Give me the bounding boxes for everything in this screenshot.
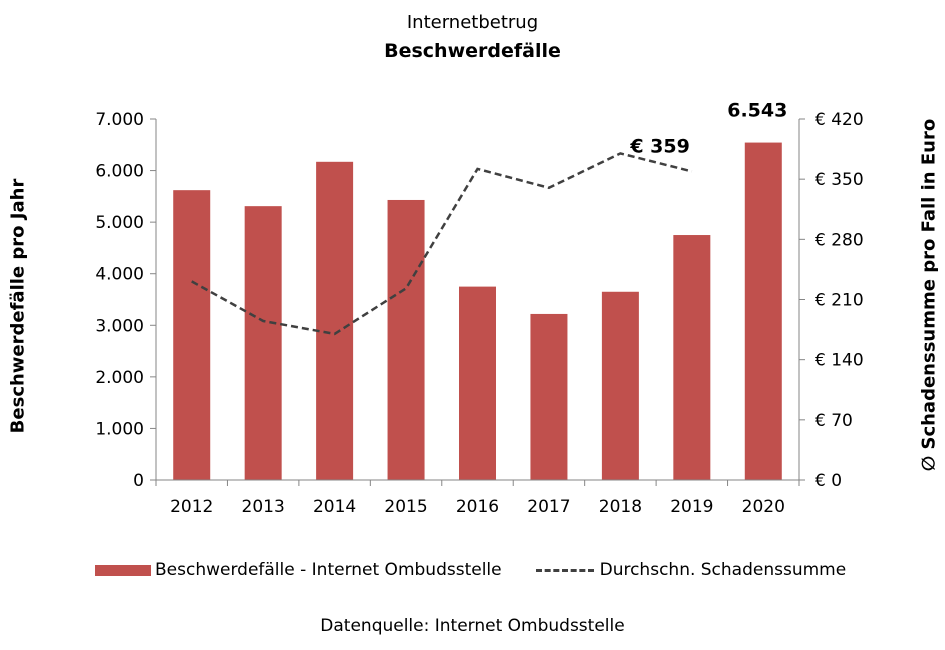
y-right-tick-label: € 70: [815, 411, 853, 431]
legend-swatch-line: [535, 568, 594, 572]
x-tick-label: 2013: [242, 497, 285, 517]
bar-2014: [316, 161, 354, 480]
y-right-tick-label: € 350: [815, 170, 864, 190]
y-left-tick-label: 0: [133, 471, 144, 491]
y-left-tick-label: 4.000: [95, 265, 144, 285]
y-left-tick-label: 2.000: [95, 368, 144, 388]
x-tick-label: 2018: [599, 497, 642, 517]
data-label: 6.543: [727, 100, 787, 122]
chart-title: Internetbetrug: [406, 12, 539, 33]
legend-label-line: Durchschn. Schadenssumme: [599, 560, 847, 580]
bar-2019: [673, 235, 711, 480]
bar-2013: [244, 206, 282, 481]
chart-subtitle: Beschwerdefälle: [384, 40, 561, 62]
x-tick-label: 2015: [384, 497, 427, 517]
x-tick-label: 2012: [170, 497, 213, 517]
y-right-tick-label: € 280: [815, 230, 864, 250]
y-left-tick-label: 1.000: [95, 419, 144, 439]
x-tick-label: 2020: [742, 497, 785, 517]
y-right-tick-label: € 0: [815, 471, 842, 491]
line-series-schadenssumme: [191, 152, 693, 336]
bar-2020: [744, 142, 782, 480]
bar-2012: [173, 190, 211, 480]
bar-2018: [601, 291, 639, 480]
data-source: Datenquelle: Internet Ombudsstelle: [320, 616, 625, 636]
y-right-tick-label: € 420: [815, 110, 864, 130]
y-right-tick-label: € 210: [815, 291, 864, 311]
x-tick-label: 2014: [313, 497, 356, 517]
legend: Beschwerdefälle - Internet Ombudsstelle …: [95, 560, 846, 580]
data-label: € 359: [629, 135, 690, 157]
y-left-tick-label: 5.000: [95, 213, 144, 233]
bar-2016: [459, 286, 496, 480]
bar-2015: [387, 199, 425, 480]
y-right-tick-label: € 140: [815, 351, 864, 371]
y-left-tick-label: 7.000: [95, 110, 144, 130]
x-tick-label: 2019: [670, 497, 713, 517]
x-tick-label: 2016: [456, 497, 499, 517]
legend-label-bar: Beschwerdefälle - Internet Ombudsstelle: [155, 560, 502, 580]
bar-2017: [530, 313, 568, 480]
y-left-tick-label: 3.000: [95, 316, 144, 336]
x-tick-label: 2017: [527, 497, 570, 517]
y-left-tick-label: 6.000: [95, 162, 144, 182]
legend-swatch-bar: [95, 564, 151, 576]
